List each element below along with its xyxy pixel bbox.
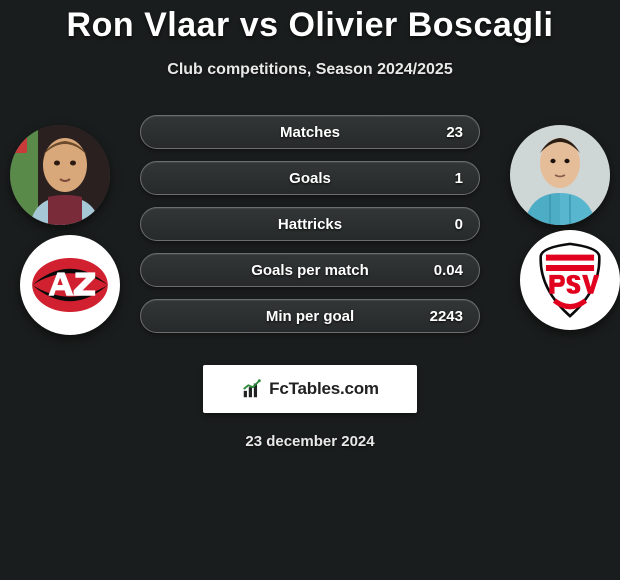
az-logo-icon xyxy=(25,240,115,330)
stat-value: 23 xyxy=(446,124,463,141)
stat-bar: Hattricks 0 xyxy=(140,207,480,241)
player-right-club-badge xyxy=(520,230,620,330)
fctables-logo[interactable]: FcTables.com xyxy=(203,365,417,413)
stat-label: Matches xyxy=(280,124,340,141)
player-left-avatar xyxy=(10,125,110,225)
bar-chart-icon xyxy=(241,378,263,400)
stat-bar: Matches 23 xyxy=(140,115,480,149)
stat-value: 0.04 xyxy=(434,262,463,279)
stat-label: Goals per match xyxy=(251,262,369,279)
logo-text: FcTables.com xyxy=(269,379,379,399)
stat-bar: Min per goal 2243 xyxy=(140,299,480,333)
page-title: Ron Vlaar vs Olivier Boscagli xyxy=(0,6,620,45)
player-left-portrait xyxy=(10,125,110,225)
comparison-date: 23 december 2024 xyxy=(0,433,620,450)
comparison-arena: Matches 23 Goals 1 Hattricks 0 Goals per match… xyxy=(0,115,620,345)
stat-bar: Goals 1 xyxy=(140,161,480,195)
player-left-club-badge xyxy=(20,235,120,335)
subtitle: Club competitions, Season 2024/2025 xyxy=(0,61,620,79)
stat-value: 0 xyxy=(455,216,463,233)
stat-bars: Matches 23 Goals 1 Hattricks 0 Goals per match… xyxy=(140,115,480,333)
stat-value: 1 xyxy=(455,170,463,187)
player-right-avatar xyxy=(510,125,610,225)
player-right-portrait xyxy=(510,125,610,225)
stat-label: Min per goal xyxy=(266,308,354,325)
stat-label: Goals xyxy=(289,170,331,187)
psv-logo-icon xyxy=(527,237,613,323)
stat-label: Hattricks xyxy=(278,216,342,233)
stat-value: 2243 xyxy=(430,308,463,325)
stat-bar: Goals per match 0.04 xyxy=(140,253,480,287)
comparison-card: Ron Vlaar vs Olivier Boscagli Club compe… xyxy=(0,0,620,450)
